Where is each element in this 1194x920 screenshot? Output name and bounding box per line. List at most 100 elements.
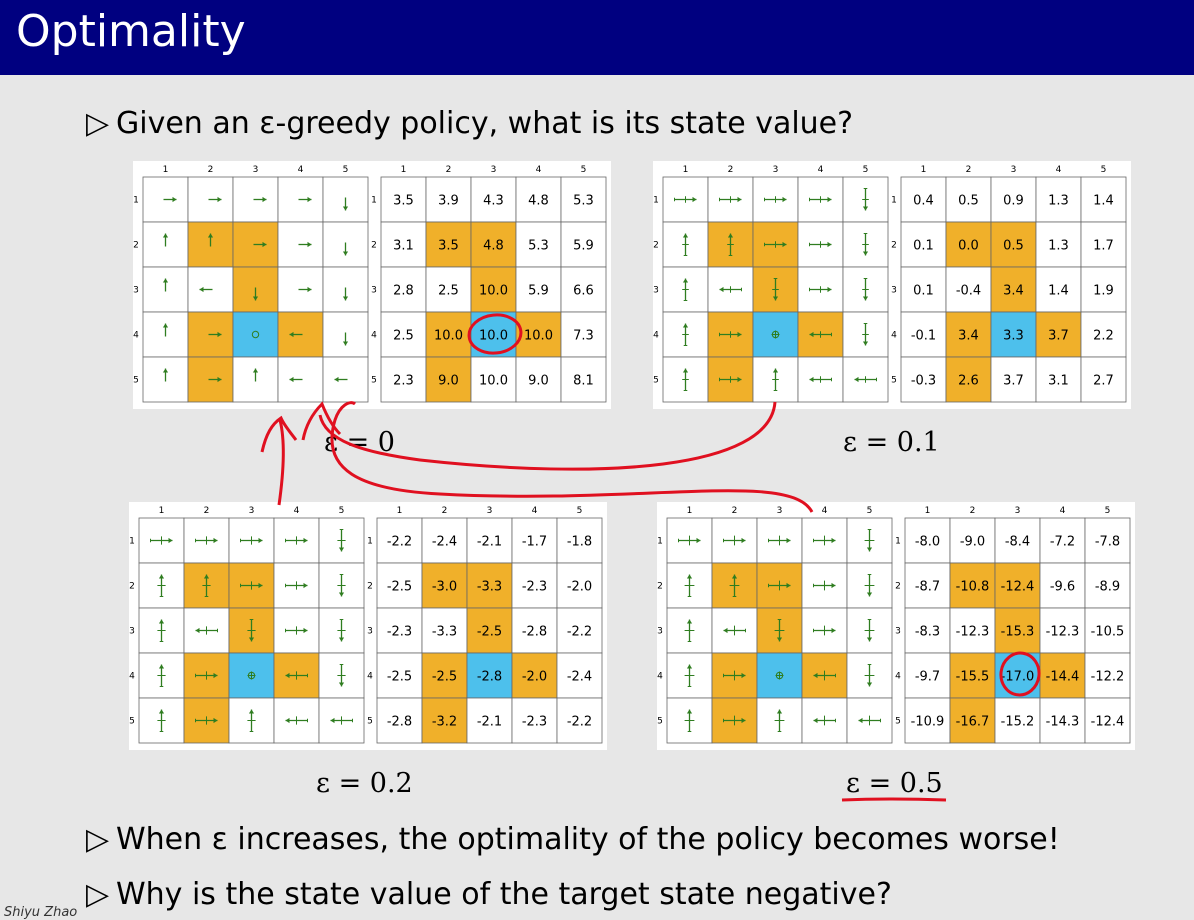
value-row-label: 4	[891, 331, 897, 341]
state-value: -0.4	[956, 284, 981, 299]
value-cell	[425, 266, 472, 313]
policy-col-label: 2	[732, 506, 738, 516]
policy-col-label: 2	[728, 165, 734, 175]
policy-arrow-left	[289, 331, 303, 338]
state-value: -8.3	[915, 625, 940, 640]
state-value: -7.2	[1050, 535, 1075, 550]
value-cell	[1039, 562, 1086, 609]
gridworld-svg: 1 1 1 1 2 2 2 2 3 3 3 3 4 4 4 4 5 5 5 5 -2.2 -2.4 -2.1 -1.7 -1.8…	[129, 506, 603, 744]
value-cell	[466, 697, 513, 744]
value-cell	[900, 311, 947, 358]
state-value: 4.8	[483, 239, 504, 254]
policy-col-label: 3	[249, 506, 255, 516]
state-value: -8.0	[915, 535, 940, 550]
policy-arrow-right	[208, 376, 222, 383]
policy-arrow-down	[337, 619, 346, 642]
value-col-label: 1	[925, 506, 931, 516]
policy-arrow-left	[195, 626, 218, 635]
policy-col-label: 4	[818, 165, 824, 175]
bullet-marker: ▷	[86, 822, 110, 857]
footer-author: Shiyu Zhao	[4, 905, 78, 920]
value-col-label: 2	[446, 165, 452, 175]
state-value: -2.5	[387, 670, 412, 685]
value-cell	[949, 607, 996, 654]
policy-arrow-down	[864, 529, 875, 552]
gridworld-svg: 1 1 1 1 2 2 2 2 3 3 3 3 4 4 4 4 5 5 5 5 -8.0 -9.0 -8.4 -7.2 -7.8…	[657, 506, 1131, 744]
value-col-label: 1	[921, 165, 927, 175]
value-cell	[556, 517, 603, 564]
state-value: 3.1	[1048, 374, 1069, 389]
state-value: 10.0	[434, 329, 463, 344]
state-value: -2.1	[477, 535, 502, 550]
value-cell	[904, 697, 951, 744]
value-cell	[904, 652, 951, 699]
state-value: 3.7	[1048, 329, 1069, 344]
policy-arrow-down	[864, 574, 875, 597]
state-value: 3.3	[1003, 329, 1024, 344]
value-row-label: 4	[371, 331, 377, 341]
state-value: -15.2	[1001, 715, 1035, 730]
policy-arrow-up	[162, 278, 169, 292]
policy-arrow-right	[208, 196, 222, 203]
arrow-from-eps-0-2	[260, 415, 298, 506]
state-value: -8.7	[915, 580, 940, 595]
state-value: -3.3	[477, 580, 502, 595]
caption-eps-0-5: ε = 0.5	[846, 768, 943, 799]
value-cell	[470, 176, 517, 223]
value-col-label: 4	[532, 506, 538, 516]
value-cell	[949, 652, 996, 699]
value-row-label: 5	[367, 717, 373, 727]
policy-arrow-right	[723, 670, 746, 681]
policy-arrow-right	[298, 241, 312, 248]
state-value: -12.4	[1001, 580, 1035, 595]
value-cell	[990, 356, 1037, 403]
value-row-label: 2	[367, 582, 373, 592]
policy-arrow-right	[298, 286, 312, 293]
value-cell	[425, 356, 472, 403]
policy-arrow-right	[674, 196, 697, 203]
policy-arrow-left	[858, 715, 881, 726]
value-cell	[1084, 562, 1131, 609]
state-value: 0.5	[958, 194, 979, 209]
policy-arrow-right	[678, 535, 701, 546]
value-cell	[1084, 517, 1131, 564]
value-row-label: 3	[371, 286, 377, 296]
value-cell	[421, 607, 468, 654]
policy-row-label: 2	[129, 582, 135, 592]
gridworld-panel-eps-0: 1 1 1 1 2 2 2 2 3 3 3 3 4 4 4 4 5 5 5 5 3.5 3.9 4.3 4.8 5.3 3.1 3.…	[133, 161, 611, 409]
state-value: -15.5	[956, 670, 990, 685]
caption-eps-0-1: ε = 0.1	[843, 427, 940, 458]
value-col-label: 1	[397, 506, 403, 516]
value-cell	[990, 266, 1037, 313]
arrow-from-eps-0-5	[330, 401, 814, 513]
value-col-label: 3	[487, 506, 493, 516]
state-value: -2.8	[387, 715, 412, 730]
value-row-label: 4	[367, 672, 373, 682]
policy-arrow-left	[334, 376, 348, 383]
policy-col-label: 1	[683, 165, 689, 175]
policy-arrow-right	[764, 241, 787, 248]
value-col-label: 4	[536, 165, 542, 175]
policy-arrow-left	[813, 715, 836, 726]
bullet-question: ▷ Given an ε-greedy policy, what is its s…	[86, 106, 853, 142]
value-cell	[1039, 697, 1086, 744]
value-cell	[1080, 356, 1127, 403]
policy-arrow-right	[768, 535, 791, 546]
policy-arrow-right	[813, 535, 836, 546]
gridworld-svg: 1 1 1 1 2 2 2 2 3 3 3 3 4 4 4 4 5 5 5 5 3.5 3.9 4.3 4.8 5.3 3.1 3.…	[133, 165, 607, 403]
value-cell	[470, 266, 517, 313]
value-cell	[904, 607, 951, 654]
value-col-label: 5	[581, 165, 587, 175]
policy-arrow-right	[285, 626, 308, 635]
policy-arrow-up	[682, 278, 689, 301]
value-cell	[466, 607, 513, 654]
state-value: 10.0	[479, 329, 508, 344]
value-col-label: 3	[491, 165, 497, 175]
state-value: 10.0	[479, 374, 508, 389]
state-value: 2.5	[393, 329, 414, 344]
gridworld-panel-eps-0-1: 1 1 1 1 2 2 2 2 3 3 3 3 4 4 4 4 5 5 5 5 0.4 0.5 0.9 1.3 1.4 0.1 0.…	[653, 161, 1131, 409]
policy-arrow-down	[247, 619, 256, 642]
policy-row-label: 3	[133, 286, 139, 296]
state-value: -3.2	[432, 715, 457, 730]
state-value: -2.3	[387, 625, 412, 640]
